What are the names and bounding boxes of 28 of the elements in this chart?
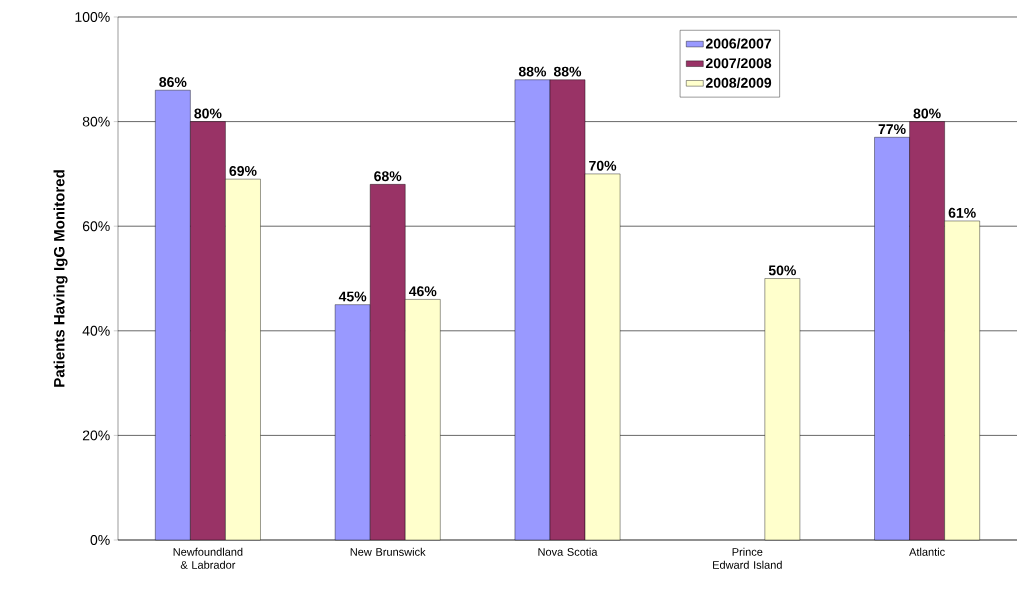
y-axis-title: Patients Having IgG Monitored	[53, 170, 68, 387]
x-tick-label: New Brunswick	[350, 547, 426, 556]
x-tick-label: Atlantic	[909, 547, 945, 556]
data-label: 80%	[913, 108, 941, 119]
data-label: 86%	[159, 77, 187, 88]
data-label: 77%	[878, 124, 906, 135]
data-label: 70%	[589, 160, 617, 171]
legend-label: 2006/2007	[705, 38, 772, 49]
x-tick-label: Prince Edward Island	[713, 547, 782, 569]
data-label: 80%	[194, 108, 222, 119]
data-label: 88%	[553, 66, 582, 77]
y-tick-label: 0%	[90, 535, 110, 545]
data-label: 50%	[768, 265, 796, 276]
data-label: 46%	[408, 286, 437, 297]
y-tick-label: 60%	[82, 221, 110, 232]
y-tick-label: 80%	[82, 116, 110, 127]
data-label: 45%	[338, 291, 367, 302]
data-label: 61%	[948, 207, 976, 218]
y-tick-label: 100%	[75, 12, 110, 22]
x-tick-label: Nova Scotia	[538, 547, 598, 556]
y-tick-label: 40%	[82, 325, 110, 336]
x-tick-label: Newfoundland & Labrador	[173, 547, 243, 569]
data-label: 88%	[518, 66, 547, 77]
y-tick-label: 20%	[82, 430, 110, 441]
data-label: 69%	[229, 166, 257, 176]
legend-label: 2008/2009	[705, 77, 772, 88]
legend-label: 2007/2008	[705, 57, 772, 69]
data-label: 68%	[374, 171, 402, 182]
